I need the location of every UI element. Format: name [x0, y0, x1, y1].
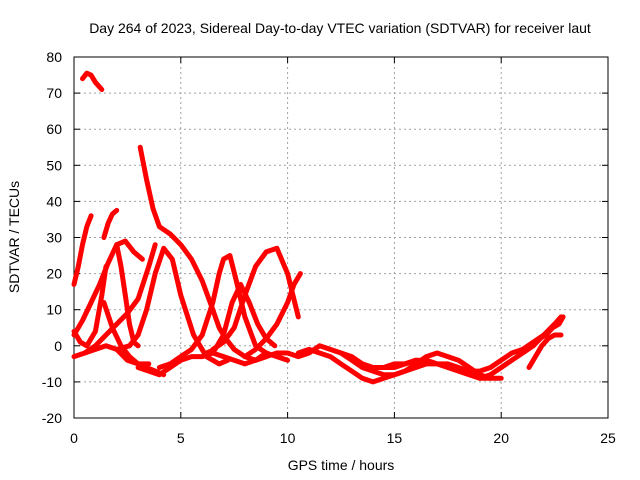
- y-tick-label: 70: [46, 85, 62, 101]
- y-tick-label: 0: [54, 338, 62, 354]
- x-axis-label: GPS time / hours: [288, 457, 395, 473]
- series-line-sat-w: [530, 314, 566, 349]
- y-tick-label: -20: [42, 410, 62, 426]
- series-line-sat-p: [242, 271, 303, 360]
- series-line-sat-i: [114, 242, 141, 349]
- series-line-sat-o: [203, 281, 278, 356]
- series-line-sat-d: [71, 238, 145, 338]
- series-line-sat-v: [526, 332, 564, 370]
- series-line-sat-a: [80, 70, 105, 92]
- series-line-sat-n: [210, 245, 301, 352]
- y-tick-label: -10: [42, 374, 62, 390]
- x-tick-label: 0: [70, 430, 78, 446]
- series-line-sat-e: [71, 263, 109, 349]
- y-tick-label: 50: [46, 157, 62, 173]
- y-tick-label: 80: [46, 49, 62, 65]
- x-tick-label: 5: [177, 430, 185, 446]
- x-tick-label: 20: [493, 430, 509, 446]
- data-series: [71, 70, 566, 385]
- y-tick-label: 10: [46, 302, 62, 318]
- x-tick-label: 15: [387, 430, 403, 446]
- series-line-sat-c: [101, 207, 120, 240]
- y-tick-label: 30: [46, 230, 62, 246]
- chart-title: Day 264 of 2023, Sidereal Day-to-day VTE…: [89, 20, 591, 36]
- x-tick-label: 25: [600, 430, 616, 446]
- series-line-sat-m: [156, 253, 269, 370]
- y-tick-label: 20: [46, 266, 62, 282]
- y-tick-label: 40: [46, 193, 62, 209]
- series-line-sat-k: [137, 144, 269, 363]
- axis-ticks: 0 5 10 15 20 25 -20 -10 0 10 20 30 40 50 60 70 80: [42, 49, 616, 446]
- series-line-sat-b: [71, 213, 94, 287]
- grid-lines: [74, 57, 608, 418]
- x-tick-label: 10: [280, 430, 296, 446]
- y-tick-label: 60: [46, 121, 62, 137]
- y-axis-label: SDTVAR / TECUs: [6, 181, 22, 293]
- series-line-sat-j: [114, 245, 231, 367]
